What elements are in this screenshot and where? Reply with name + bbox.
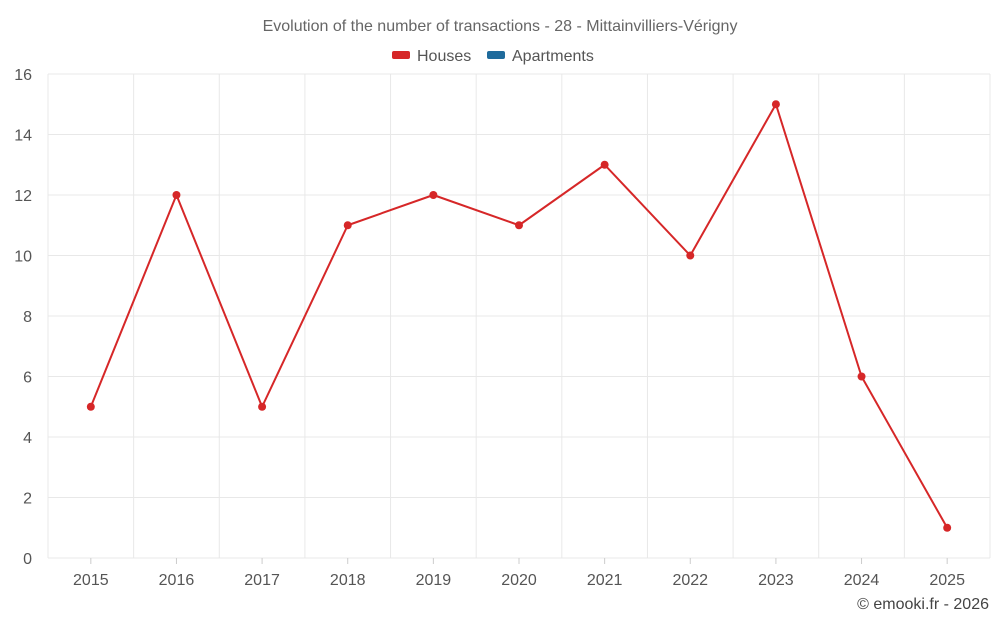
y-axis: 0 2 4 6 8 10 12 14 16 (14, 67, 32, 568)
x-tick-label: 2020 (501, 572, 537, 589)
y-tick-label: 8 (23, 309, 32, 326)
y-tick-label: 6 (23, 370, 32, 387)
x-tick-label: 2023 (758, 572, 794, 589)
legend-label-houses: Houses (417, 48, 471, 65)
x-tick-label: 2016 (159, 572, 195, 589)
data-point-houses[interactable] (943, 523, 952, 532)
chart-title: Evolution of the number of transactions … (263, 18, 738, 35)
x-tick-label: 2025 (929, 572, 965, 589)
data-point-houses[interactable] (172, 191, 181, 199)
y-tick-label: 2 (23, 491, 32, 508)
x-tick-label: 2018 (330, 572, 366, 589)
grid (47, 73, 991, 559)
x-tick-label: 2019 (416, 572, 452, 589)
data-point-houses[interactable] (515, 221, 523, 230)
y-tick-label: 0 (23, 551, 32, 568)
y-tick-label: 4 (23, 430, 32, 447)
x-axis: 2015 2016 2017 2018 2019 2020 2021 2022 2023 2024… (73, 558, 965, 589)
data-point-houses[interactable] (686, 251, 695, 260)
legend-label-apartments: Apartments (512, 48, 594, 65)
x-tick-label: 2024 (844, 572, 880, 589)
data-point-houses[interactable] (258, 402, 267, 411)
legend-swatch-apartments (487, 51, 505, 59)
legend-item-apartments[interactable]: Apartments (487, 48, 594, 65)
plot-area (86, 100, 952, 532)
y-tick-label: 16 (14, 67, 32, 84)
legend-item-houses[interactable]: Houses (392, 48, 471, 65)
data-point-houses[interactable] (343, 221, 352, 230)
x-tick-label: 2021 (587, 572, 623, 589)
data-point-houses[interactable] (86, 402, 95, 411)
x-tick-label: 2022 (672, 572, 708, 589)
y-tick-label: 14 (14, 128, 32, 145)
data-point-houses[interactable] (771, 100, 780, 109)
data-point-houses[interactable] (600, 160, 609, 169)
legend-swatch-houses (392, 51, 410, 59)
x-tick-label: 2017 (244, 572, 280, 589)
legend: Houses Apartments (392, 48, 594, 65)
x-tick-label: 2015 (73, 572, 109, 589)
data-point-houses[interactable] (429, 191, 438, 199)
data-point-houses[interactable] (857, 372, 866, 381)
y-tick-label: 10 (14, 249, 32, 266)
y-tick-label: 12 (14, 188, 32, 205)
credit-text: © emooki.fr - 2026 (857, 596, 989, 613)
